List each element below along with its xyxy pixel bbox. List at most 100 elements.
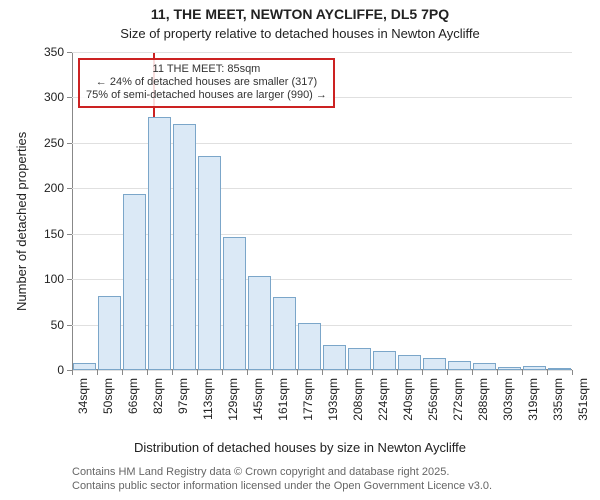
xtick-mark xyxy=(97,370,98,375)
xtick-mark xyxy=(447,370,448,375)
annotation-line1: 11 THE MEET: 85sqm xyxy=(86,63,327,76)
xtick-mark xyxy=(422,370,423,375)
xtick-mark xyxy=(522,370,523,375)
gridline xyxy=(72,279,572,280)
xtick-label: 50sqm xyxy=(101,378,115,414)
xtick-label: 177sqm xyxy=(301,378,315,421)
histogram-bar xyxy=(323,345,346,370)
xtick-label: 66sqm xyxy=(126,378,140,414)
histogram-bar xyxy=(398,355,421,370)
ytick-mark xyxy=(67,97,72,98)
ytick-mark xyxy=(67,143,72,144)
title-text-1: 11, THE MEET, NEWTON AYCLIFFE, DL5 7PQ xyxy=(151,6,449,22)
xtick-mark xyxy=(72,370,73,375)
xtick-mark xyxy=(172,370,173,375)
ytick-label: 50 xyxy=(51,318,64,332)
xtick-label: 335sqm xyxy=(551,378,565,421)
xtick-label: 351sqm xyxy=(576,378,590,421)
xtick-label: 161sqm xyxy=(276,378,290,421)
xtick-mark xyxy=(222,370,223,375)
histogram-bar xyxy=(423,358,446,370)
xtick-label: 288sqm xyxy=(476,378,490,421)
xtick-mark xyxy=(297,370,298,375)
xtick-label: 319sqm xyxy=(526,378,540,421)
ytick-mark xyxy=(67,188,72,189)
histogram-bar xyxy=(373,351,396,370)
y-axis-label-text: Number of detached properties xyxy=(14,132,29,311)
ytick-label: 100 xyxy=(44,272,64,286)
histogram-bar xyxy=(448,361,471,370)
histogram-bar xyxy=(523,366,546,370)
histogram-bar xyxy=(223,237,246,370)
ytick-mark xyxy=(67,279,72,280)
ytick-mark xyxy=(67,325,72,326)
footer-line1: Contains HM Land Registry data © Crown c… xyxy=(72,466,492,480)
histogram-bar xyxy=(148,117,171,370)
ytick-label: 0 xyxy=(57,363,64,377)
gridline xyxy=(72,234,572,235)
xtick-label: 208sqm xyxy=(351,378,365,421)
histogram-bar xyxy=(348,348,371,370)
x-axis-label: Distribution of detached houses by size … xyxy=(0,440,600,455)
ytick-label: 150 xyxy=(44,227,64,241)
histogram-bar xyxy=(498,367,521,370)
xtick-mark xyxy=(372,370,373,375)
gridline xyxy=(72,52,572,53)
xtick-label: 303sqm xyxy=(501,378,515,421)
xtick-mark xyxy=(347,370,348,375)
xtick-label: 113sqm xyxy=(201,378,215,420)
ytick-mark xyxy=(67,52,72,53)
footer-line2: Contains public sector information licen… xyxy=(72,480,492,494)
chart-container: 11, THE MEET, NEWTON AYCLIFFE, DL5 7PQ S… xyxy=(0,0,600,500)
histogram-bar xyxy=(98,296,121,371)
ytick-mark xyxy=(67,234,72,235)
title-text-2: Size of property relative to detached ho… xyxy=(120,26,479,41)
histogram-bar xyxy=(123,194,146,370)
xtick-mark xyxy=(247,370,248,375)
xtick-label: 240sqm xyxy=(401,378,415,421)
ytick-label: 300 xyxy=(44,90,64,104)
xtick-mark xyxy=(497,370,498,375)
xtick-label: 193sqm xyxy=(326,378,340,421)
footer: Contains HM Land Registry data © Crown c… xyxy=(72,466,492,494)
histogram-bar xyxy=(473,363,496,370)
histogram-bar xyxy=(548,368,571,370)
xtick-label: 256sqm xyxy=(426,378,440,421)
histogram-bar xyxy=(73,363,96,370)
xtick-label: 97sqm xyxy=(176,378,190,414)
xtick-label: 34sqm xyxy=(76,378,90,414)
chart-title-line2: Size of property relative to detached ho… xyxy=(0,26,600,41)
xtick-mark xyxy=(322,370,323,375)
gridline xyxy=(72,325,572,326)
ytick-label: 200 xyxy=(44,181,64,195)
xtick-mark xyxy=(147,370,148,375)
annotation-line2: ← 24% of detached houses are smaller (31… xyxy=(86,76,327,89)
xtick-mark xyxy=(472,370,473,375)
y-axis-label: Number of detached properties xyxy=(14,132,29,311)
y-axis-line xyxy=(72,52,73,370)
histogram-bar xyxy=(273,297,296,370)
ytick-label: 350 xyxy=(44,45,64,59)
xtick-label: 224sqm xyxy=(376,378,390,421)
histogram-bar xyxy=(298,323,321,370)
ytick-label: 250 xyxy=(44,136,64,150)
histogram-bar xyxy=(248,276,271,370)
xtick-mark xyxy=(122,370,123,375)
gridline xyxy=(72,188,572,189)
xtick-mark xyxy=(272,370,273,375)
xtick-label: 272sqm xyxy=(451,378,465,421)
xtick-mark xyxy=(197,370,198,375)
histogram-bar xyxy=(198,156,221,370)
xtick-mark xyxy=(397,370,398,375)
x-axis-label-text: Distribution of detached houses by size … xyxy=(134,440,466,455)
xtick-mark xyxy=(572,370,573,375)
xtick-label: 82sqm xyxy=(151,378,165,414)
xtick-label: 145sqm xyxy=(251,378,265,421)
xtick-mark xyxy=(547,370,548,375)
chart-title-line1: 11, THE MEET, NEWTON AYCLIFFE, DL5 7PQ xyxy=(0,6,600,22)
xtick-label: 129sqm xyxy=(226,378,240,421)
annotation-box: 11 THE MEET: 85sqm ← 24% of detached hou… xyxy=(78,58,335,108)
histogram-bar xyxy=(173,124,196,370)
annotation-line3: 75% of semi-detached houses are larger (… xyxy=(86,89,327,102)
gridline xyxy=(72,143,572,144)
